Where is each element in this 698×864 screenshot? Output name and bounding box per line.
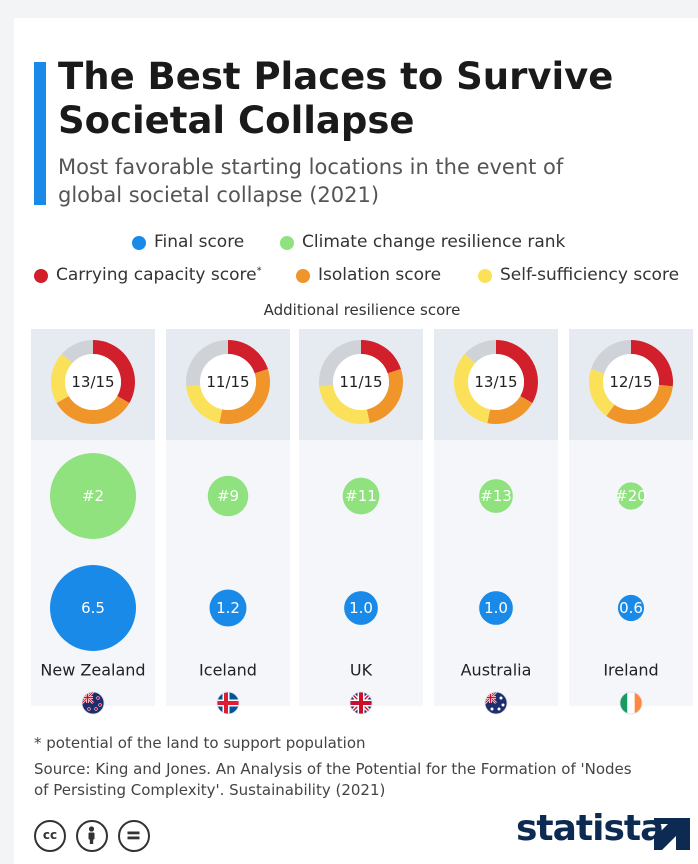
donut-hole-1	[200, 354, 256, 410]
donut-label-3: 13/15	[474, 373, 517, 391]
donut-carrying-capacity-4	[631, 340, 673, 387]
legend-label-climate-rank: Climate change resilience rank	[302, 232, 566, 252]
country-label-4: Ireland	[603, 661, 658, 680]
donut-remainder-1	[186, 340, 228, 387]
climate-rank-label-0: #2	[82, 487, 104, 505]
panel-label-additional-resilience: Additional resilience score	[263, 301, 461, 319]
footnote: * potential of the land to support popul…	[34, 734, 366, 752]
donut-isolation-4	[606, 384, 673, 424]
country-label-2: UK	[350, 661, 373, 680]
climate-rank-label-4: #20	[615, 487, 647, 505]
donut-self-sufficiency-1	[186, 384, 223, 424]
donut-remainder-3	[464, 340, 496, 364]
final-score-bubble-4	[617, 594, 645, 622]
donut-self-sufficiency-2	[319, 384, 370, 425]
final-score-label-1: 1.2	[216, 599, 240, 617]
final-score-bubble-1	[209, 589, 247, 627]
donut-carrying-capacity-1	[228, 340, 268, 374]
donut-hole-4	[603, 354, 659, 410]
donut-label-2: 11/15	[339, 373, 382, 391]
flag-icon-au	[484, 691, 508, 715]
donut-remainder-2	[319, 340, 361, 387]
attribution-icon[interactable]	[76, 820, 108, 852]
legend-label-self-sufficiency: Self-sufficiency score	[500, 265, 680, 285]
legend-label-carrying-capacity: Carrying capacity score*	[56, 265, 262, 285]
donut-hole-0	[65, 354, 121, 410]
climate-rank-bubble-3	[479, 479, 513, 513]
final-score-bubble-3	[479, 591, 513, 625]
country-label-3: Australia	[461, 661, 532, 680]
donut-remainder-4	[591, 340, 631, 374]
donut-self-sufficiency-0	[50, 353, 73, 403]
legend-dot-carrying-capacity	[34, 269, 48, 283]
climate-rank-label-1: #9	[217, 487, 239, 505]
donut-carrying-capacity-0	[93, 340, 135, 403]
legend-dot-isolation	[296, 269, 310, 283]
climate-rank-bubble-4	[617, 482, 645, 510]
final-score-label-2: 1.0	[349, 599, 373, 617]
donut-carrying-capacity-3	[496, 340, 538, 403]
climate-rank-bubble-0	[50, 453, 136, 539]
flag-icon-is	[216, 691, 240, 715]
climate-rank-bubble-2	[342, 477, 380, 515]
flag-icon-ie	[619, 691, 643, 715]
chart-subtitle: Most favorable starting locations in the…	[58, 155, 564, 207]
donut-label-1: 11/15	[206, 373, 249, 391]
country-label-0: New Zealand	[40, 661, 145, 680]
climate-rank-label-3: #13	[480, 487, 512, 505]
final-score-label-0: 6.5	[81, 599, 105, 617]
country-label-1: Iceland	[199, 661, 257, 680]
donut-self-sufficiency-4	[588, 369, 615, 416]
source-note: Source: King and Jones. An Analysis of t…	[34, 760, 632, 799]
final-score-bubble-0	[50, 565, 136, 651]
donut-hole-3	[468, 354, 524, 410]
cc-license-icon[interactable]: cc	[34, 820, 66, 852]
flag-icon-nz	[81, 691, 105, 715]
legend-dot-final-score	[132, 236, 146, 250]
legend-label-final-score: Final score	[154, 232, 245, 252]
statista-logo-mark-icon	[654, 818, 690, 850]
donut-isolation-3	[487, 396, 533, 424]
donut-isolation-1	[219, 369, 270, 424]
legend-label-isolation: Isolation score	[318, 265, 442, 285]
final-score-label-4: 0.6	[619, 599, 643, 617]
donut-isolation-2	[366, 369, 403, 424]
title-accent-bar	[34, 62, 46, 205]
donut-remainder-0	[61, 340, 93, 364]
climate-rank-bubble-1	[207, 475, 249, 517]
legend-dot-climate-rank	[280, 236, 294, 250]
no-derivatives-icon[interactable]	[118, 820, 150, 852]
climate-rank-label-2: #11	[345, 487, 377, 505]
final-score-bubble-2	[344, 591, 378, 625]
final-score-label-3: 1.0	[484, 599, 508, 617]
chart-title: The Best Places to Survive Societal Coll…	[58, 55, 614, 142]
donut-label-4: 12/15	[609, 373, 652, 391]
donut-carrying-capacity-2	[361, 340, 401, 374]
donut-label-0: 13/15	[71, 373, 114, 391]
donut-self-sufficiency-3	[453, 353, 491, 424]
legend-dot-self-sufficiency	[478, 269, 492, 283]
donut-hole-2	[333, 354, 389, 410]
statista-logo[interactable]: statista	[516, 808, 664, 849]
flag-icon-uk	[349, 691, 373, 715]
